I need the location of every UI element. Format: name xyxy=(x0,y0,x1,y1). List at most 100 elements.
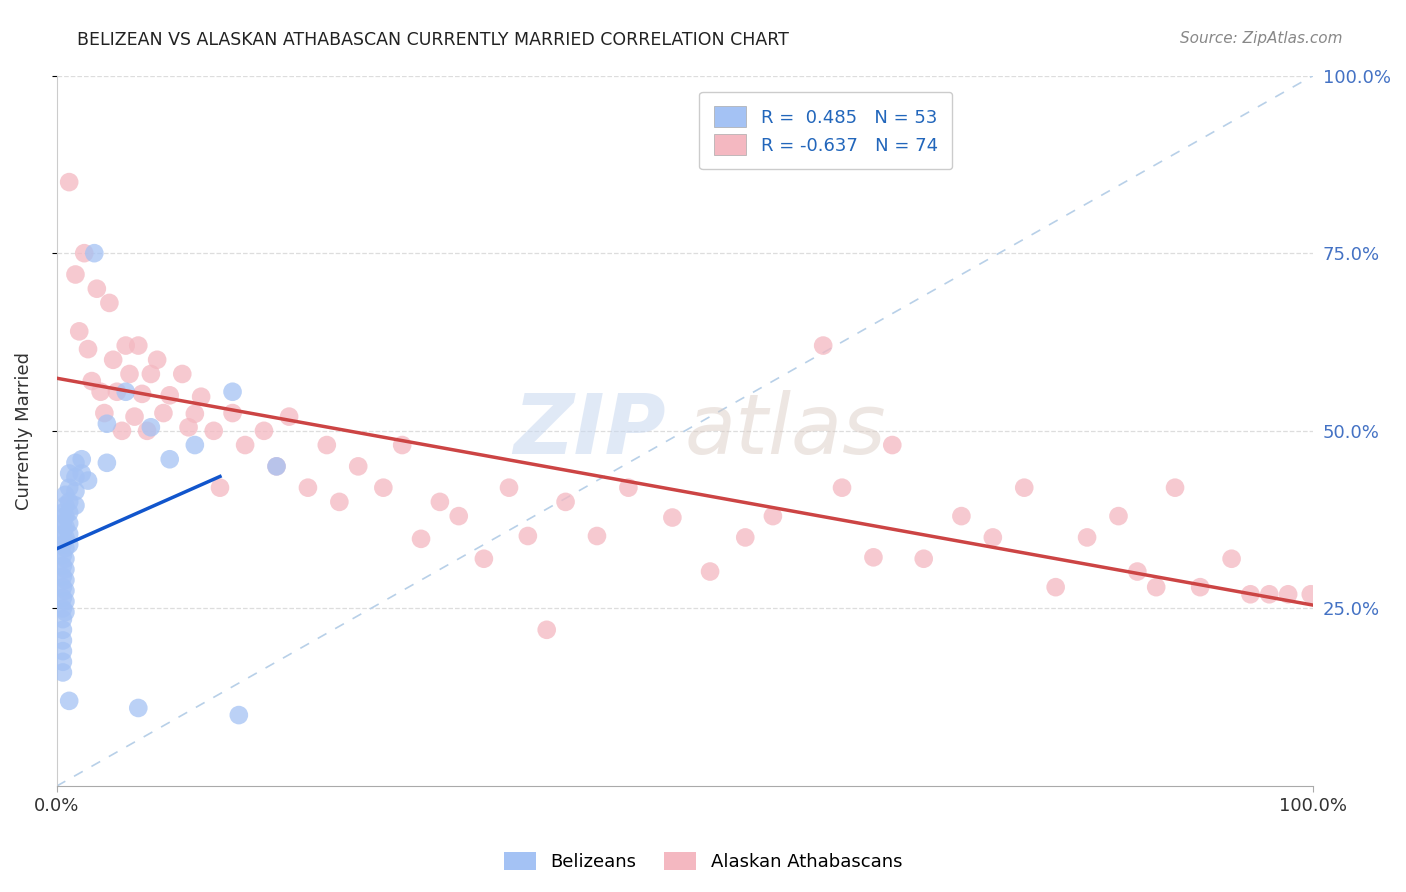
Point xyxy=(177,420,200,434)
Point xyxy=(55,530,77,544)
Point xyxy=(65,470,87,484)
Point xyxy=(55,594,77,608)
Point xyxy=(912,551,935,566)
Point xyxy=(172,367,194,381)
Point xyxy=(831,481,853,495)
Point xyxy=(429,495,451,509)
Point xyxy=(77,474,100,488)
Point xyxy=(124,409,146,424)
Text: atlas: atlas xyxy=(685,391,887,471)
Point xyxy=(266,459,288,474)
Point xyxy=(315,438,337,452)
Point xyxy=(65,456,87,470)
Text: Source: ZipAtlas.com: Source: ZipAtlas.com xyxy=(1180,31,1343,46)
Legend: Belizeans, Alaskan Athabascans: Belizeans, Alaskan Athabascans xyxy=(496,845,910,879)
Point xyxy=(55,551,77,566)
Point xyxy=(52,569,75,583)
Point xyxy=(1076,530,1098,544)
Point xyxy=(184,407,207,421)
Point xyxy=(516,529,538,543)
Point xyxy=(83,246,105,260)
Point xyxy=(447,509,470,524)
Point xyxy=(127,338,149,352)
Point xyxy=(586,529,609,543)
Point xyxy=(52,601,75,615)
Point xyxy=(1144,580,1167,594)
Point xyxy=(52,633,75,648)
Point xyxy=(52,655,75,669)
Point xyxy=(58,694,80,708)
Point xyxy=(950,509,973,524)
Point xyxy=(55,509,77,524)
Point xyxy=(55,488,77,502)
Point xyxy=(146,352,169,367)
Point xyxy=(127,701,149,715)
Point xyxy=(139,367,162,381)
Point xyxy=(536,623,558,637)
Point xyxy=(253,424,276,438)
Point xyxy=(52,516,75,531)
Point xyxy=(101,352,124,367)
Point xyxy=(184,438,207,452)
Point xyxy=(762,509,785,524)
Point xyxy=(58,516,80,531)
Point xyxy=(70,452,93,467)
Point xyxy=(1299,587,1322,601)
Point xyxy=(55,583,77,598)
Point xyxy=(90,384,112,399)
Point xyxy=(55,520,77,534)
Point xyxy=(1164,481,1187,495)
Point xyxy=(221,406,243,420)
Point xyxy=(1012,481,1035,495)
Point xyxy=(111,424,134,438)
Point xyxy=(96,417,118,431)
Point xyxy=(152,406,174,420)
Point xyxy=(266,459,288,474)
Point xyxy=(1189,580,1212,594)
Point xyxy=(52,506,75,520)
Point xyxy=(139,420,162,434)
Point xyxy=(159,388,181,402)
Point xyxy=(65,484,87,499)
Point xyxy=(159,452,181,467)
Point xyxy=(1045,580,1067,594)
Point xyxy=(228,708,250,723)
Point xyxy=(98,296,121,310)
Point xyxy=(190,390,212,404)
Point xyxy=(65,499,87,513)
Point xyxy=(131,387,153,401)
Point xyxy=(1220,551,1243,566)
Point xyxy=(93,406,115,420)
Point xyxy=(118,367,141,381)
Point xyxy=(882,438,904,452)
Point xyxy=(52,537,75,551)
Point xyxy=(472,551,495,566)
Point xyxy=(55,573,77,587)
Point xyxy=(862,550,884,565)
Point xyxy=(70,467,93,481)
Point xyxy=(1277,587,1299,601)
Point xyxy=(699,565,721,579)
Point xyxy=(58,495,80,509)
Point xyxy=(58,481,80,495)
Point xyxy=(208,481,231,495)
Point xyxy=(114,338,136,352)
Point xyxy=(617,481,640,495)
Point xyxy=(328,495,350,509)
Point xyxy=(1239,587,1261,601)
Point xyxy=(55,605,77,619)
Point xyxy=(202,424,225,438)
Point xyxy=(58,506,80,520)
Point xyxy=(55,562,77,576)
Point xyxy=(58,527,80,541)
Point xyxy=(80,374,103,388)
Text: BELIZEAN VS ALASKAN ATHABASCAN CURRENTLY MARRIED CORRELATION CHART: BELIZEAN VS ALASKAN ATHABASCAN CURRENTLY… xyxy=(77,31,789,49)
Point xyxy=(52,644,75,658)
Point xyxy=(73,246,96,260)
Point xyxy=(981,530,1004,544)
Point xyxy=(52,591,75,605)
Point xyxy=(409,532,432,546)
Text: ZIP: ZIP xyxy=(513,391,666,471)
Point xyxy=(96,456,118,470)
Point xyxy=(65,268,87,282)
